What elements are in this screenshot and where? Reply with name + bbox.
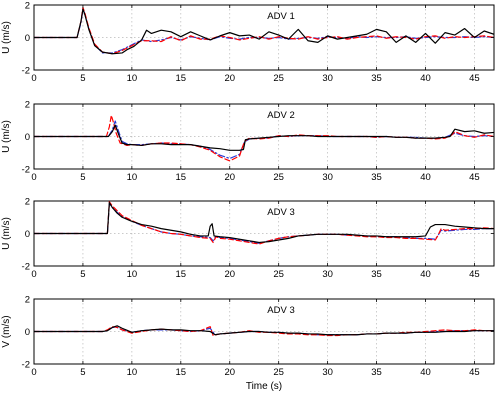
x-tick-label: 0 — [31, 269, 36, 280]
x-tick-label: 30 — [322, 73, 333, 84]
x-tick-label: 10 — [127, 269, 138, 280]
x-tick-label: 10 — [127, 367, 138, 378]
series-group — [34, 325, 494, 337]
y-tick-label: 2 — [25, 100, 30, 111]
series-line-solid — [34, 325, 494, 336]
x-tick-label: 25 — [273, 172, 284, 183]
series-line-dashdot — [34, 8, 494, 54]
x-tick-label: 5 — [80, 73, 85, 84]
x-tick-label: 20 — [224, 367, 235, 378]
x-tick-label: 45 — [469, 73, 480, 84]
x-tick-label: 5 — [80, 269, 85, 280]
x-tick-label: 45 — [469, 269, 480, 280]
series-line-solid — [34, 202, 494, 244]
x-tick-label: 0 — [31, 172, 36, 183]
y-axis-label: U (m/s) — [1, 217, 12, 250]
x-tick-label: 0 — [31, 73, 36, 84]
series-line-dashed — [34, 6, 494, 55]
y-tick-label: 2 — [25, 197, 30, 208]
x-tick-label: 5 — [80, 172, 85, 183]
series-line-dashed — [34, 201, 494, 245]
series-group — [34, 201, 494, 245]
series-line-dashdot — [34, 202, 494, 244]
y-tick-label: -2 — [22, 66, 30, 77]
x-tick-label: 30 — [322, 269, 333, 280]
x-tick-label: 0 — [31, 367, 36, 378]
panel-title: ADV 3 — [267, 207, 294, 218]
y-axis-label: U (m/s) — [1, 120, 12, 153]
x-tick-label: 40 — [420, 172, 431, 183]
series-line-solid — [34, 124, 494, 151]
x-tick-label: 35 — [371, 73, 382, 84]
y-axis-label: V (m/s) — [1, 315, 12, 347]
y-tick-label: -2 — [22, 262, 30, 273]
y-tick-label: 2 — [25, 295, 30, 306]
x-tick-label: 5 — [80, 367, 85, 378]
series-group — [34, 6, 494, 55]
x-tick-label: 45 — [469, 367, 480, 378]
x-tick-label: 15 — [176, 367, 187, 378]
x-tick-label: 10 — [127, 172, 138, 183]
x-tick-label: 40 — [420, 367, 431, 378]
x-tick-label: 30 — [322, 367, 333, 378]
x-tick-label: 35 — [371, 172, 382, 183]
y-tick-label: -2 — [22, 360, 30, 371]
x-tick-label: 25 — [273, 73, 284, 84]
x-tick-label: 30 — [322, 172, 333, 183]
x-tick-label: 35 — [371, 269, 382, 280]
x-tick-label: 40 — [420, 269, 431, 280]
y-tick-label: 0 — [25, 33, 30, 44]
panel-title: ADV 3 — [267, 305, 294, 316]
y-tick-label: 0 — [25, 229, 30, 240]
x-tick-label: 45 — [469, 172, 480, 183]
x-tick-label: 15 — [176, 73, 187, 84]
x-tick-label: 25 — [273, 269, 284, 280]
series-line-dashdot — [34, 120, 494, 160]
y-tick-label: 2 — [25, 1, 30, 12]
x-tick-label: 15 — [176, 172, 187, 183]
series-line-solid — [34, 8, 494, 55]
y-tick-label: 0 — [25, 327, 30, 338]
panel-title: ADV 1 — [267, 11, 294, 22]
x-tick-label: 20 — [224, 172, 235, 183]
x-tick-label: 35 — [371, 367, 382, 378]
x-tick-label: 20 — [224, 269, 235, 280]
x-axis-label: Time (s) — [246, 381, 282, 392]
y-axis-label: U (m/s) — [1, 21, 12, 54]
x-tick-label: 10 — [127, 73, 138, 84]
y-tick-label: -2 — [22, 165, 30, 176]
y-tick-label: 0 — [25, 132, 30, 143]
x-tick-label: 15 — [176, 269, 187, 280]
panel-title: ADV 2 — [267, 110, 294, 121]
x-tick-label: 40 — [420, 73, 431, 84]
x-tick-label: 20 — [224, 73, 235, 84]
series-group — [34, 114, 494, 162]
x-tick-label: 25 — [273, 367, 284, 378]
